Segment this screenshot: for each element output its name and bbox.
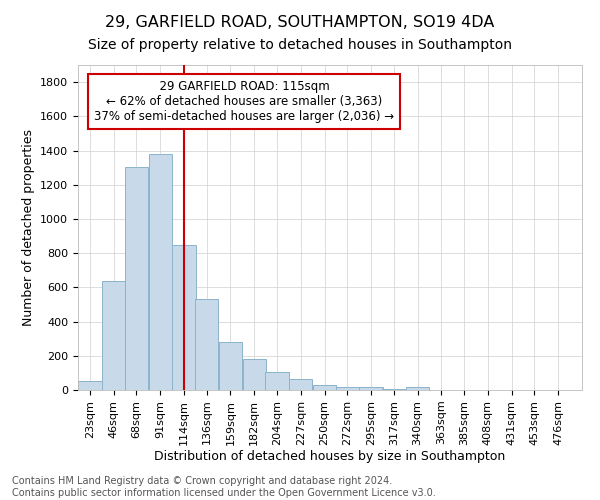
Bar <box>102 280 125 390</box>
Text: Contains HM Land Registry data © Crown copyright and database right 2024.
Contai: Contains HM Land Registry data © Crown c… <box>12 476 436 498</box>
Bar <box>359 386 383 390</box>
Bar <box>219 342 242 390</box>
Bar <box>242 359 266 390</box>
Bar <box>335 386 359 390</box>
Y-axis label: Number of detached properties: Number of detached properties <box>22 129 35 326</box>
Bar <box>289 379 313 390</box>
Bar <box>125 167 148 390</box>
Bar <box>313 385 336 390</box>
Bar <box>265 372 289 390</box>
Bar <box>406 388 429 390</box>
Bar <box>78 382 101 390</box>
Bar <box>382 389 406 390</box>
Text: Size of property relative to detached houses in Southampton: Size of property relative to detached ho… <box>88 38 512 52</box>
Text: 29 GARFIELD ROAD: 115sqm  
← 62% of detached houses are smaller (3,363)
37% of s: 29 GARFIELD ROAD: 115sqm ← 62% of detach… <box>94 80 394 122</box>
Bar <box>172 244 196 390</box>
X-axis label: Distribution of detached houses by size in Southampton: Distribution of detached houses by size … <box>154 450 506 464</box>
Bar <box>149 154 172 390</box>
Bar <box>195 300 218 390</box>
Text: 29, GARFIELD ROAD, SOUTHAMPTON, SO19 4DA: 29, GARFIELD ROAD, SOUTHAMPTON, SO19 4DA <box>106 15 494 30</box>
